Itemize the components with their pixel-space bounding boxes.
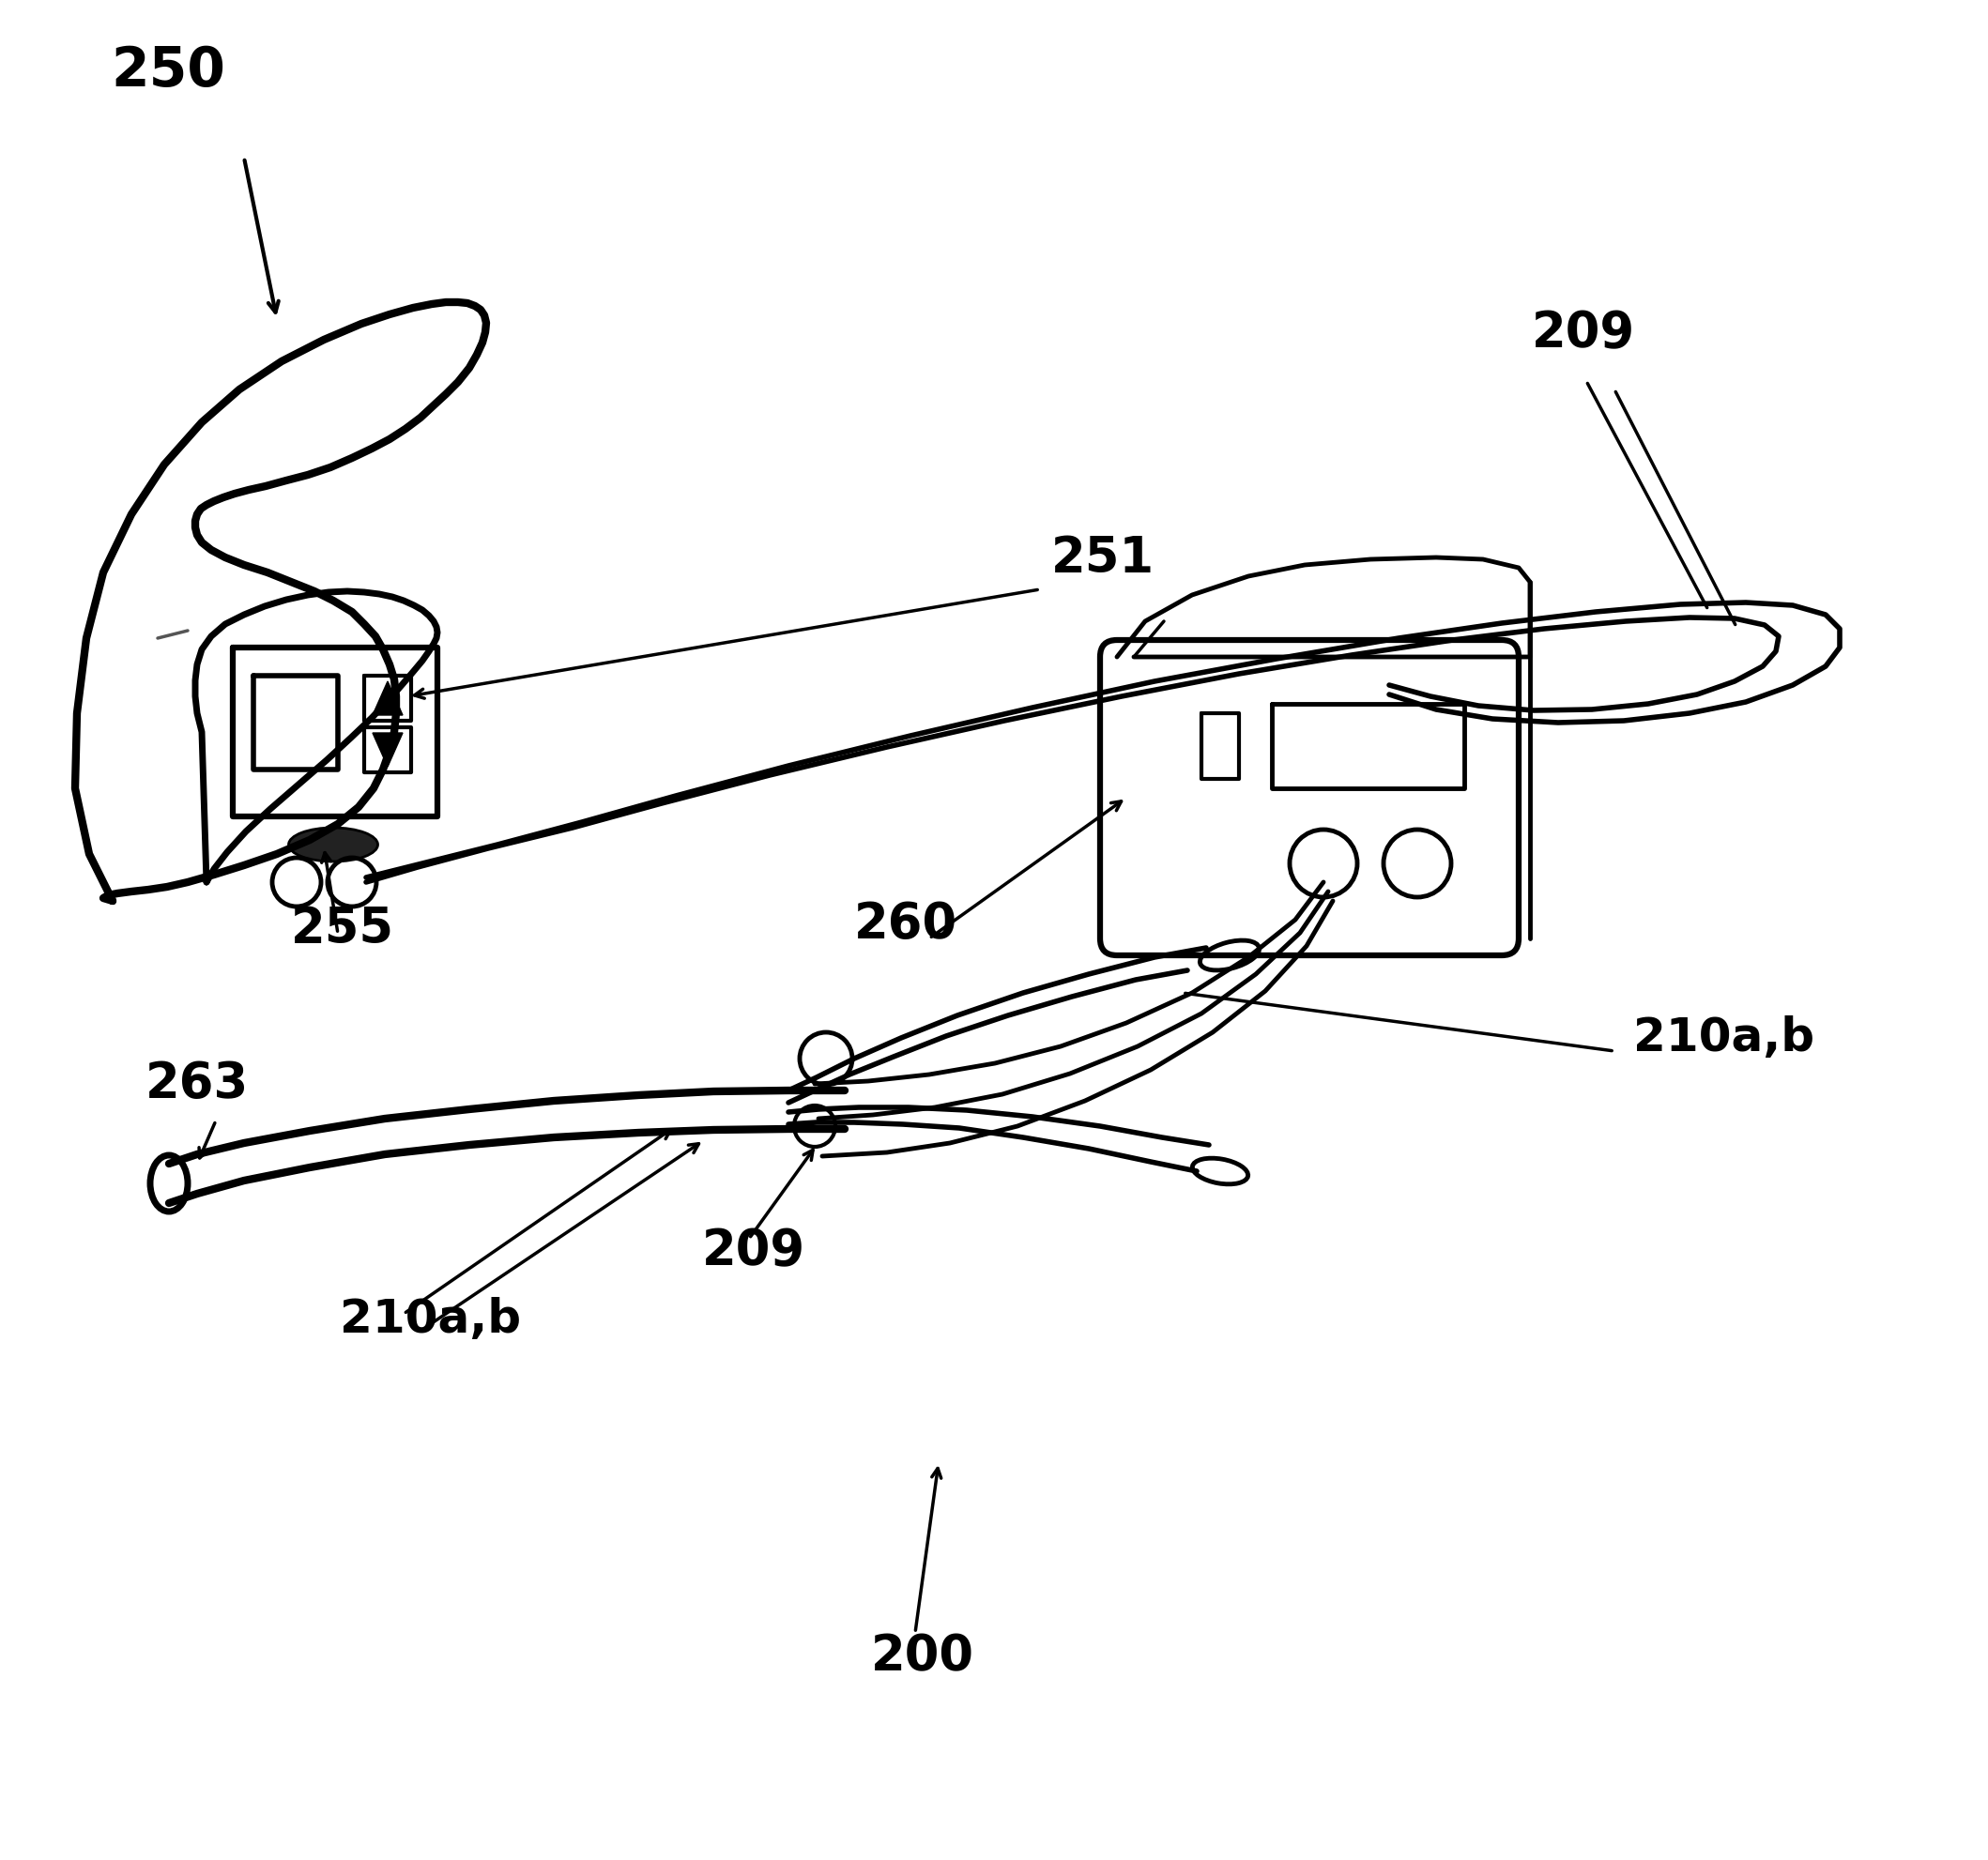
Text: 263: 263 <box>145 1060 248 1109</box>
Text: 209: 209 <box>702 1226 805 1276</box>
Ellipse shape <box>288 828 378 861</box>
Polygon shape <box>372 681 404 714</box>
Text: 260: 260 <box>855 900 958 949</box>
Text: 255: 255 <box>290 904 394 954</box>
Text: 210a,b: 210a,b <box>340 1296 521 1341</box>
Text: 209: 209 <box>1533 309 1636 357</box>
Text: 200: 200 <box>871 1631 974 1681</box>
Text: 210a,b: 210a,b <box>1634 1016 1815 1060</box>
Text: 251: 251 <box>1052 534 1155 582</box>
Polygon shape <box>372 733 404 766</box>
Text: 250: 250 <box>111 45 225 97</box>
